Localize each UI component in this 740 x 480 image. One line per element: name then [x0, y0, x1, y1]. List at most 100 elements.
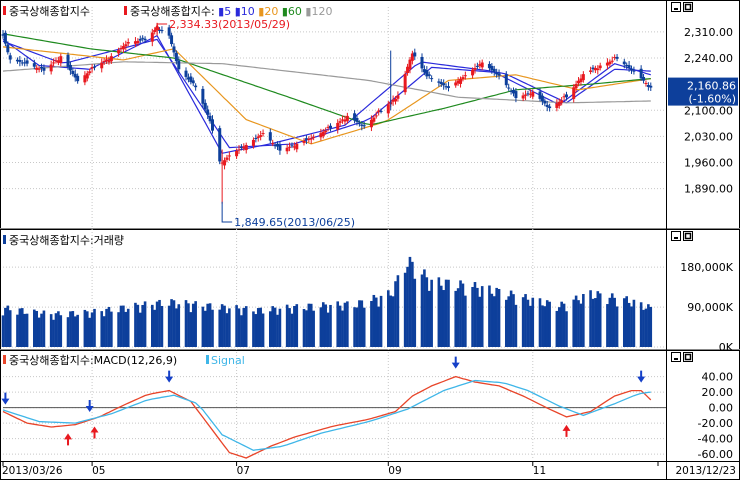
candle-body [1, 34, 5, 36]
candle-body [548, 106, 552, 109]
volume-maximize-button[interactable] [683, 231, 693, 241]
volume-bar [504, 299, 508, 347]
candle-body [386, 104, 390, 114]
ma-legend-swatch: ▮ [255, 5, 265, 18]
volume-bar [644, 308, 648, 347]
candle-body [625, 64, 629, 67]
volume-bar [403, 272, 407, 347]
candle-body [574, 84, 578, 89]
candle-body [543, 100, 547, 104]
volume-bar [598, 293, 602, 347]
candle-body [454, 82, 458, 86]
ma-legend-item-60: 60 [288, 5, 302, 18]
volume-bar [151, 304, 154, 347]
volume-bar [175, 308, 178, 347]
candle-body [223, 160, 227, 166]
volume-bar [312, 310, 315, 347]
volume-bar [454, 290, 458, 347]
volume-bar [324, 304, 327, 347]
candle-body [490, 65, 494, 70]
volume-bar [374, 297, 378, 347]
candle-body [528, 93, 532, 95]
ma-legend-prefix: 중국상해종합지수: [130, 4, 215, 18]
candle-body [261, 133, 265, 135]
volume-bar [425, 277, 429, 347]
volume-bar [35, 310, 39, 347]
volume-bar [136, 304, 140, 347]
high-annotation-arrow [154, 23, 161, 30]
candle-body [630, 68, 634, 71]
volume-y-tick-label: 90,000K [687, 301, 733, 314]
volume-bar [305, 310, 308, 347]
candle-body [23, 62, 27, 64]
volume-bar [490, 293, 494, 347]
volume-bar [478, 296, 482, 347]
moving-average-line-ma10 [2, 38, 651, 149]
volume-bar [90, 312, 94, 347]
volume-bar [302, 308, 306, 347]
candle-body [189, 76, 193, 83]
volume-bar [254, 314, 258, 347]
candle-body [437, 81, 441, 83]
volume-bar [622, 298, 626, 347]
moving-average-line-ma5 [2, 34, 651, 154]
candle-body [353, 113, 357, 121]
candle-body [244, 145, 248, 151]
volume-bar [189, 312, 193, 347]
candle-body [560, 100, 564, 103]
candle-body [304, 138, 308, 140]
candle-body [76, 75, 80, 82]
macd-maximize-icon [684, 353, 692, 361]
volume-bar [630, 306, 633, 347]
volume-bar [560, 301, 563, 347]
volume-bar [386, 290, 390, 347]
candle-body [3, 32, 7, 44]
volume-bar [141, 304, 144, 347]
price-y-tick-label: 1,890.00 [684, 183, 733, 196]
candle-body [73, 73, 77, 78]
volume-bar [394, 281, 397, 347]
volume-bar [66, 317, 70, 347]
candle-body [143, 38, 147, 41]
candle-body [88, 71, 92, 74]
low-annotation-leader [221, 201, 233, 223]
price-y-tick-label: 2,240.00 [684, 52, 733, 65]
candle-body [186, 77, 190, 80]
volume-bar [206, 303, 209, 347]
volume-bar [208, 303, 212, 347]
macd-maximize-button[interactable] [683, 352, 693, 362]
candle-body [495, 72, 499, 75]
volume-bar [492, 296, 496, 347]
candle-body [25, 60, 29, 64]
price-minimize-button[interactable] [671, 2, 681, 12]
macd-y-tick-label: 0.00 [709, 402, 734, 415]
low-annotation-label: 1,849.65(2013/06/25) [234, 216, 355, 229]
ma-legend-swatch: ▮ [215, 5, 225, 18]
volume-bar [172, 300, 176, 347]
macd-y-tick-label: 40.00 [702, 371, 734, 384]
volume-bar [295, 304, 299, 347]
candle-body [492, 68, 496, 72]
candle-body [526, 93, 530, 95]
volume-bar [153, 309, 157, 347]
volume-bar [574, 295, 578, 347]
candle-body [562, 96, 566, 98]
volume-bar [220, 304, 224, 347]
volume-bar [442, 290, 445, 347]
volume-bar [276, 314, 279, 347]
volume-bar [321, 302, 325, 347]
volume-bar [69, 311, 72, 347]
candle-body [461, 77, 465, 79]
candle-body [369, 119, 373, 128]
volume-bar [341, 310, 344, 347]
price-maximize-button[interactable] [683, 2, 693, 12]
volume-bar [548, 301, 551, 347]
candle-body [239, 146, 243, 148]
candle-body [307, 138, 311, 140]
volume-bar [187, 303, 190, 347]
candle-body [589, 70, 593, 72]
volume-bar [52, 319, 55, 347]
volume-minimize-button[interactable] [671, 231, 681, 241]
macd-minimize-button[interactable] [671, 352, 681, 362]
ma-legend-item-5: 5 [224, 5, 231, 18]
